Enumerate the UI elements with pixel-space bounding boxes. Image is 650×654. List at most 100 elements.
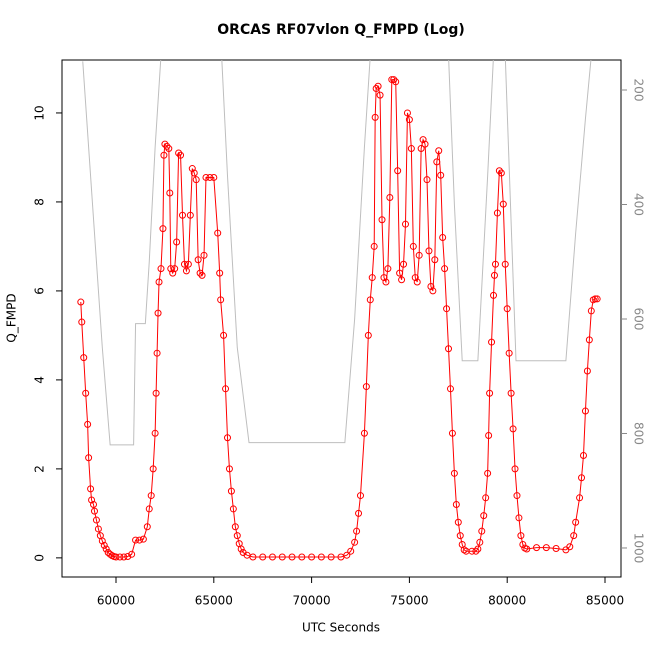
data-point bbox=[202, 173, 210, 181]
data-point bbox=[88, 496, 96, 504]
data-point bbox=[454, 518, 462, 526]
data-point bbox=[415, 251, 423, 259]
data-point bbox=[478, 527, 486, 535]
y-tick-label: 6 bbox=[33, 287, 47, 295]
y-tick-label: 10 bbox=[33, 105, 47, 120]
data-point bbox=[380, 274, 388, 282]
data-point bbox=[167, 265, 175, 273]
data-point bbox=[343, 551, 351, 559]
data-point bbox=[143, 523, 151, 531]
x-tick-label: 85000 bbox=[586, 594, 624, 608]
data-point bbox=[206, 173, 214, 181]
data-point bbox=[357, 492, 365, 500]
data-point bbox=[517, 532, 525, 540]
data-point bbox=[439, 234, 447, 242]
data-point bbox=[591, 295, 599, 303]
data-point bbox=[173, 238, 181, 246]
data-point bbox=[175, 149, 183, 157]
data-point bbox=[585, 336, 593, 344]
data-point bbox=[480, 512, 488, 520]
data-point bbox=[151, 429, 159, 437]
data-point bbox=[327, 553, 335, 561]
y2-tick-label: 400 bbox=[632, 193, 646, 216]
data-point bbox=[223, 434, 231, 442]
data-point bbox=[288, 553, 296, 561]
data-point bbox=[94, 525, 102, 533]
y2-tick-label: 200 bbox=[632, 79, 646, 102]
y-tick-label: 8 bbox=[33, 198, 47, 206]
data-point bbox=[474, 545, 482, 553]
data-point bbox=[152, 389, 160, 397]
data-line bbox=[80, 79, 598, 558]
data-point bbox=[511, 465, 519, 473]
x-axis-label: UTC Seconds bbox=[302, 621, 380, 635]
data-point bbox=[214, 229, 222, 237]
data-point bbox=[579, 452, 587, 460]
data-point bbox=[484, 469, 492, 477]
data-point bbox=[578, 474, 586, 482]
data-point bbox=[353, 527, 361, 535]
data-point bbox=[368, 274, 376, 282]
data-point bbox=[374, 82, 382, 90]
data-point bbox=[482, 494, 490, 502]
data-point bbox=[278, 553, 286, 561]
data-point bbox=[198, 271, 206, 279]
data-point bbox=[225, 465, 233, 473]
data-point bbox=[472, 547, 480, 555]
data-point bbox=[386, 193, 394, 201]
data-point bbox=[227, 487, 235, 495]
data-point bbox=[411, 274, 419, 282]
data-point bbox=[572, 518, 580, 526]
y-tick-label: 4 bbox=[33, 376, 47, 384]
data-point bbox=[390, 76, 398, 84]
data-point bbox=[490, 291, 498, 299]
data-point bbox=[491, 260, 499, 268]
x-tick-label: 60000 bbox=[97, 594, 135, 608]
data-point bbox=[490, 271, 498, 279]
data-point bbox=[347, 547, 355, 555]
data-point bbox=[570, 532, 578, 540]
data-point bbox=[401, 220, 409, 228]
data-point bbox=[132, 536, 140, 544]
data-point bbox=[413, 278, 421, 286]
data-point bbox=[370, 242, 378, 250]
data-point bbox=[501, 260, 509, 268]
data-point bbox=[382, 278, 390, 286]
data-point bbox=[154, 309, 162, 317]
data-point bbox=[317, 553, 325, 561]
data-point bbox=[194, 256, 202, 264]
data-point bbox=[497, 169, 505, 177]
data-point bbox=[184, 260, 192, 268]
data-point bbox=[216, 269, 224, 277]
data-point bbox=[366, 296, 374, 304]
data-point bbox=[85, 454, 93, 462]
data-point bbox=[523, 545, 531, 553]
data-point bbox=[355, 509, 363, 517]
x-tick-label: 75000 bbox=[390, 594, 428, 608]
data-point bbox=[476, 538, 484, 546]
data-point bbox=[587, 307, 595, 315]
data-point bbox=[443, 305, 451, 313]
data-point bbox=[90, 500, 98, 508]
data-point bbox=[200, 251, 208, 259]
data-point bbox=[485, 432, 493, 440]
data-point bbox=[542, 544, 550, 552]
data-point bbox=[80, 354, 88, 362]
data-point bbox=[499, 200, 507, 208]
data-point bbox=[153, 349, 161, 357]
data-point bbox=[161, 140, 169, 148]
data-point bbox=[124, 553, 132, 561]
data-point bbox=[448, 429, 456, 437]
data-point bbox=[308, 553, 316, 561]
data-point bbox=[533, 544, 541, 552]
data-point bbox=[351, 538, 359, 546]
data-point bbox=[98, 537, 106, 545]
x-tick-label: 80000 bbox=[488, 594, 526, 608]
data-point bbox=[155, 278, 163, 286]
data-point bbox=[147, 492, 155, 500]
data-point bbox=[456, 532, 464, 540]
data-point bbox=[135, 536, 143, 544]
data-point bbox=[519, 541, 527, 549]
data-point bbox=[186, 211, 194, 219]
